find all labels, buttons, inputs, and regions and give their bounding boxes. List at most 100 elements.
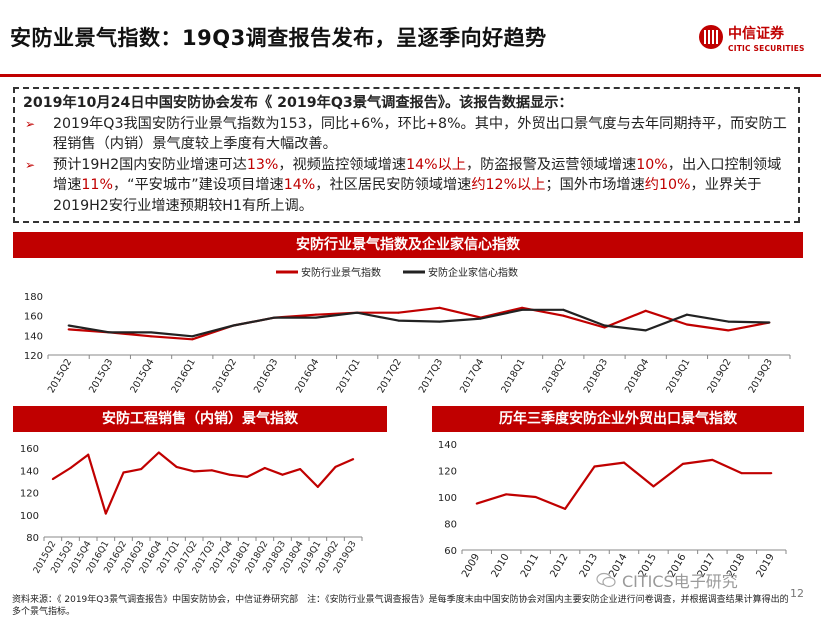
b2-highlight: 约10% (644, 177, 691, 193)
data-point-0 (104, 512, 107, 515)
footer-source-note: 资料来源：《 2019年Q3景气调查报告》中国安防协会，中信证券研究部 注：《安… (12, 595, 789, 617)
citic-logo: 中信证券 CITIC SECURITIES (698, 22, 810, 62)
logo-text-cn: 中信证券 (728, 26, 784, 42)
data-point-0 (299, 468, 302, 471)
y-tick-label: 80 (444, 520, 457, 531)
data-point-0 (69, 467, 72, 470)
wechat-icon (596, 572, 616, 588)
chart-industry-and-confidence-index: 安防行业景气指数 安防企业家信心指数 120 140 160 180 2015Q2 2015Q… (24, 266, 791, 395)
data-point-0 (438, 306, 441, 309)
summary-lead: 2019年10月24日中国安防协会发布《 2019年Q3景气调查报告》。该报告数… (23, 95, 573, 111)
data-point-0 (314, 313, 317, 316)
bullet-arrow-icon: ➢ (25, 116, 36, 131)
data-point-1 (397, 319, 400, 322)
chart1-title: 安防行业景气指数及企业家信心指数 (13, 232, 803, 258)
data-point-0 (87, 453, 90, 456)
series-line-0 (476, 458, 772, 511)
data-point-1 (521, 308, 524, 311)
y-tick-label: 140 (20, 466, 39, 477)
b2-text: ；国外市场增速 (545, 177, 645, 193)
data-point-0 (316, 485, 319, 488)
b2-highlight: 11% (81, 177, 113, 193)
summary-bullet-1-text: 2019年Q3我国安防行业景气指数为153，同比+6%，环比+8%。其中，外贸出… (53, 115, 787, 153)
x-tick-label: 2015Q4 (128, 357, 156, 395)
x-tick-label: 2016Q2 (211, 357, 239, 395)
data-point-1 (727, 320, 730, 323)
x-tick-label: 2015Q3 (87, 357, 115, 395)
chart-domestic-engineering-sales-index: 801001201401602015Q22015Q32015Q42016Q120… (20, 444, 363, 575)
x-tick-label: 2018Q2 (540, 357, 568, 395)
data-point-0 (281, 473, 284, 476)
data-point-0 (644, 309, 647, 312)
y-tick-label: 120 (438, 467, 457, 478)
data-point-0 (652, 485, 655, 488)
data-point-1 (438, 320, 441, 323)
x-tick-label: 2019Q3 (747, 357, 775, 395)
x-tick-label: 2017Q1 (334, 357, 362, 395)
data-point-1 (232, 324, 235, 327)
chart3-title: 历年三季度安防企业外贸出口景气指数 (432, 406, 804, 432)
header-divider (0, 74, 821, 77)
page-title: 安防业景气指数：19Q3调查报告发布，呈逐季向好趋势 (10, 26, 547, 50)
y-tick-label: 120 (20, 489, 39, 500)
b2-text: ，社区居民安防领域增速 (315, 177, 472, 193)
logo-text-en: CITIC SECURITIES (728, 44, 805, 53)
data-point-1 (108, 331, 111, 334)
data-point-1 (356, 311, 359, 314)
data-point-1 (644, 329, 647, 332)
x-tick-label: 2019 (755, 552, 777, 580)
y-tick-label: 180 (24, 292, 43, 303)
y-tick-label: 80 (26, 533, 39, 544)
data-point-0 (623, 461, 625, 464)
legend-label-1: 安防企业家信心指数 (428, 266, 518, 279)
data-point-1 (67, 324, 70, 327)
summary-bullet-1: ➢ 2019年Q3我国安防行业景气指数为153，同比+6%，环比+8%。其中，外… (23, 114, 790, 155)
data-point-0 (122, 471, 125, 474)
data-point-0 (505, 493, 508, 496)
x-tick-label: 2017Q3 (417, 357, 445, 395)
data-point-1 (685, 313, 688, 316)
data-point-0 (521, 306, 524, 309)
data-point-1 (273, 316, 276, 319)
data-point-1 (191, 335, 194, 338)
summary-bullet-2: ➢ 预计19H2国内安防业增速可达13%，视频监控领域增速14%以上，防盗报警及… (23, 155, 790, 217)
data-point-0 (334, 465, 337, 468)
b2-highlight: 10% (636, 156, 668, 173)
x-tick-label: 2016Q3 (252, 357, 280, 395)
data-point-0 (397, 311, 400, 314)
data-point-0 (534, 496, 537, 498)
legend-label-0: 安防行业景气指数 (301, 266, 381, 279)
x-tick-label: 2019Q2 (705, 357, 733, 395)
x-tick-label: 2017Q2 (376, 357, 404, 395)
b2-text: 预计19H2国内安防业增速可达 (53, 156, 247, 173)
series-line-0 (68, 306, 770, 341)
x-tick-label: 2017Q4 (458, 357, 486, 395)
x-tick-label: 2009 (460, 552, 482, 580)
data-point-0 (246, 475, 249, 478)
data-point-0 (51, 478, 54, 481)
b2-text: ，“平安城市”建设项目增速 (112, 177, 284, 193)
data-point-0 (685, 323, 688, 326)
data-point-0 (603, 326, 606, 329)
x-tick-label: 2018Q3 (582, 357, 610, 395)
y-tick-label: 60 (444, 546, 457, 557)
b2-text: ，业界关于2019H2安行业增速预期较H1有所上调。 (53, 177, 762, 214)
data-point-0 (263, 467, 266, 470)
data-point-0 (157, 451, 160, 454)
data-point-0 (475, 502, 478, 505)
page-number: 12 (790, 587, 804, 600)
data-point-1 (314, 316, 317, 319)
citic-logo-icon (699, 25, 723, 49)
y-tick-label: 140 (438, 440, 457, 451)
watermark: CITICS电子研究 (622, 572, 738, 591)
b2-highlight: 13% (246, 156, 279, 173)
y-tick-label: 140 (24, 331, 43, 342)
data-point-0 (140, 468, 143, 471)
data-point-1 (768, 321, 771, 324)
data-point-0 (770, 472, 773, 475)
y-tick-label: 160 (20, 444, 39, 455)
data-point-0 (193, 470, 196, 473)
data-point-0 (562, 314, 565, 317)
y-tick-label: 100 (20, 511, 39, 522)
